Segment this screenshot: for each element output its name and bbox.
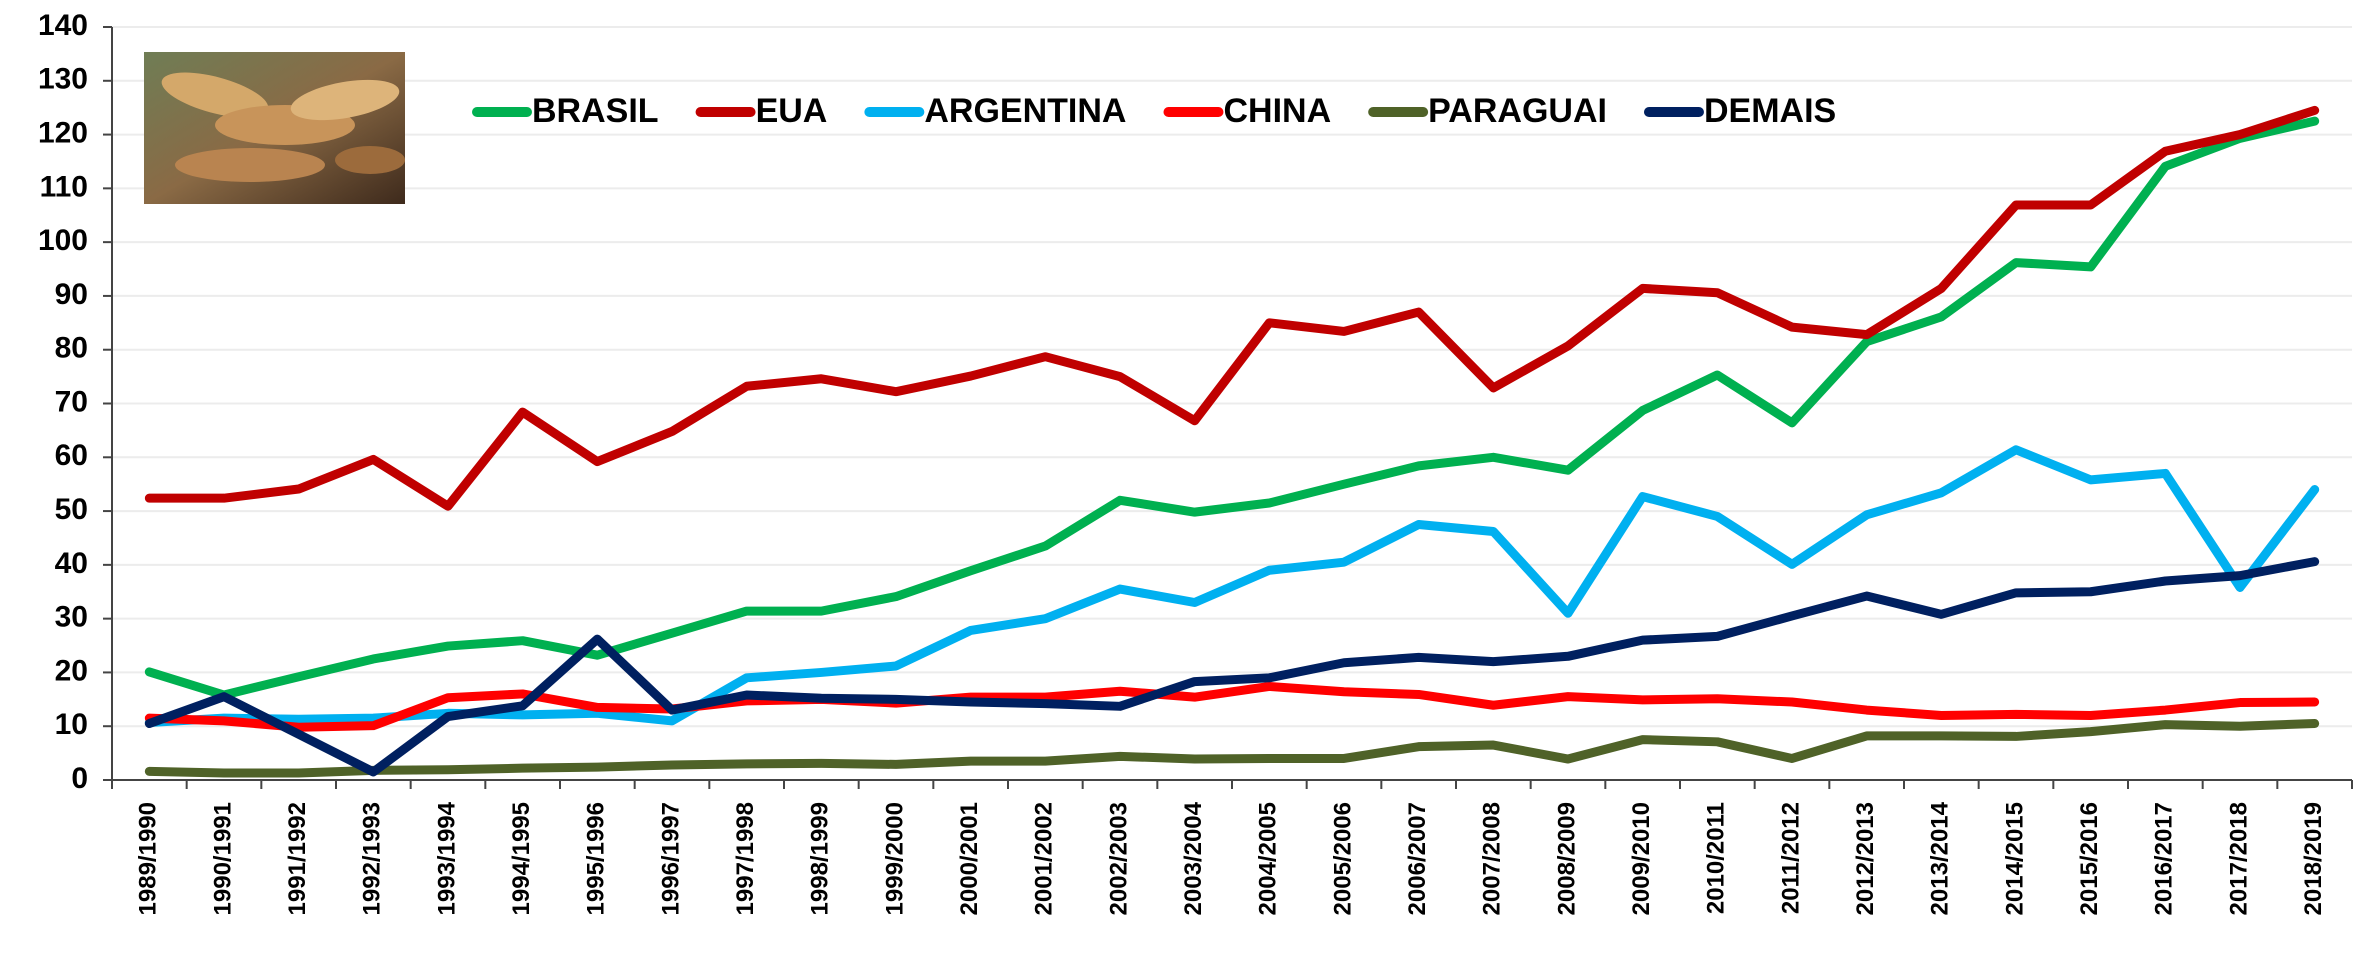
legend-label: BRASIL bbox=[532, 92, 659, 130]
x-tick-label: 1997/1998 bbox=[732, 802, 759, 915]
y-tick-label: 60 bbox=[55, 439, 88, 472]
y-tick-label: 130 bbox=[38, 63, 88, 96]
x-tick-label: 1994/1995 bbox=[508, 802, 535, 915]
y-tick-label: 90 bbox=[55, 278, 88, 311]
y-tick-label: 70 bbox=[55, 385, 88, 418]
x-tick-label: 2013/2014 bbox=[1927, 801, 1954, 915]
legend-label: PARAGUAI bbox=[1428, 92, 1607, 130]
x-tick-label: 1991/1992 bbox=[284, 802, 311, 915]
series-line bbox=[144, 557, 2320, 777]
x-tick-label: 1990/1991 bbox=[209, 802, 236, 915]
y-tick-label: 140 bbox=[38, 9, 88, 42]
y-tick-label: 20 bbox=[55, 654, 88, 687]
x-tick-label: 2014/2015 bbox=[2001, 802, 2028, 915]
x-tick-label: 1989/1990 bbox=[135, 802, 162, 915]
y-tick-label: 10 bbox=[55, 708, 88, 741]
x-tick-label: 2003/2004 bbox=[1180, 801, 1207, 915]
grid bbox=[112, 26, 2352, 781]
x-tick-label: 2010/2011 bbox=[1703, 802, 1730, 914]
x-tick-label: 1999/2000 bbox=[881, 802, 908, 915]
legend-label: EUA bbox=[756, 92, 828, 130]
y-tick-label: 100 bbox=[38, 224, 88, 257]
x-tick-label: 2007/2008 bbox=[1479, 802, 1506, 915]
x-tick-label: 1996/1997 bbox=[657, 802, 684, 915]
x-tick-label: 2012/2013 bbox=[1852, 802, 1879, 915]
series-line bbox=[144, 681, 2320, 732]
x-tick-label: 2009/2010 bbox=[1628, 802, 1655, 915]
legend-label: DEMAIS bbox=[1704, 92, 1836, 130]
y-tick-label: 80 bbox=[55, 332, 88, 365]
y-tick-label: 120 bbox=[38, 116, 88, 149]
x-tick-label: 1998/1999 bbox=[807, 802, 834, 915]
series-line bbox=[144, 116, 2320, 700]
x-tick-label: 2016/2017 bbox=[2151, 802, 2178, 915]
x-tick-label: 2005/2006 bbox=[1329, 802, 1356, 915]
x-tick-label: 2004/2005 bbox=[1255, 802, 1282, 915]
y-tick-label: 0 bbox=[71, 762, 88, 795]
x-tick-label: 2018/2019 bbox=[2300, 802, 2327, 915]
legend-label: CHINA bbox=[1223, 92, 1331, 130]
y-tick-label: 50 bbox=[55, 493, 88, 526]
series-line bbox=[144, 719, 2320, 778]
series-line bbox=[144, 445, 2320, 727]
x-tick-label: 2011/2012 bbox=[1777, 802, 1804, 914]
y-tick-label: 110 bbox=[40, 170, 88, 203]
legend-label: ARGENTINA bbox=[924, 92, 1126, 130]
y-tick-label: 30 bbox=[55, 601, 88, 634]
x-tick-label: 1995/1996 bbox=[583, 802, 610, 915]
x-tick-label: 2015/2016 bbox=[2076, 802, 2103, 915]
x-tick-label: 1993/1994 bbox=[433, 801, 460, 915]
photo bbox=[144, 52, 405, 204]
x-tick-label: 2000/2001 bbox=[956, 802, 983, 915]
x-tick-label: 2001/2002 bbox=[1031, 802, 1058, 915]
y-tick-label: 40 bbox=[55, 547, 88, 580]
x-tick-label: 2008/2009 bbox=[1553, 802, 1580, 915]
x-tick-label: 2017/2018 bbox=[2225, 802, 2252, 915]
series-line bbox=[144, 105, 2320, 511]
x-tick-label: 2002/2003 bbox=[1105, 802, 1132, 915]
x-tick-label: 1992/1993 bbox=[359, 802, 386, 915]
x-tick-label: 2006/2007 bbox=[1404, 802, 1431, 915]
